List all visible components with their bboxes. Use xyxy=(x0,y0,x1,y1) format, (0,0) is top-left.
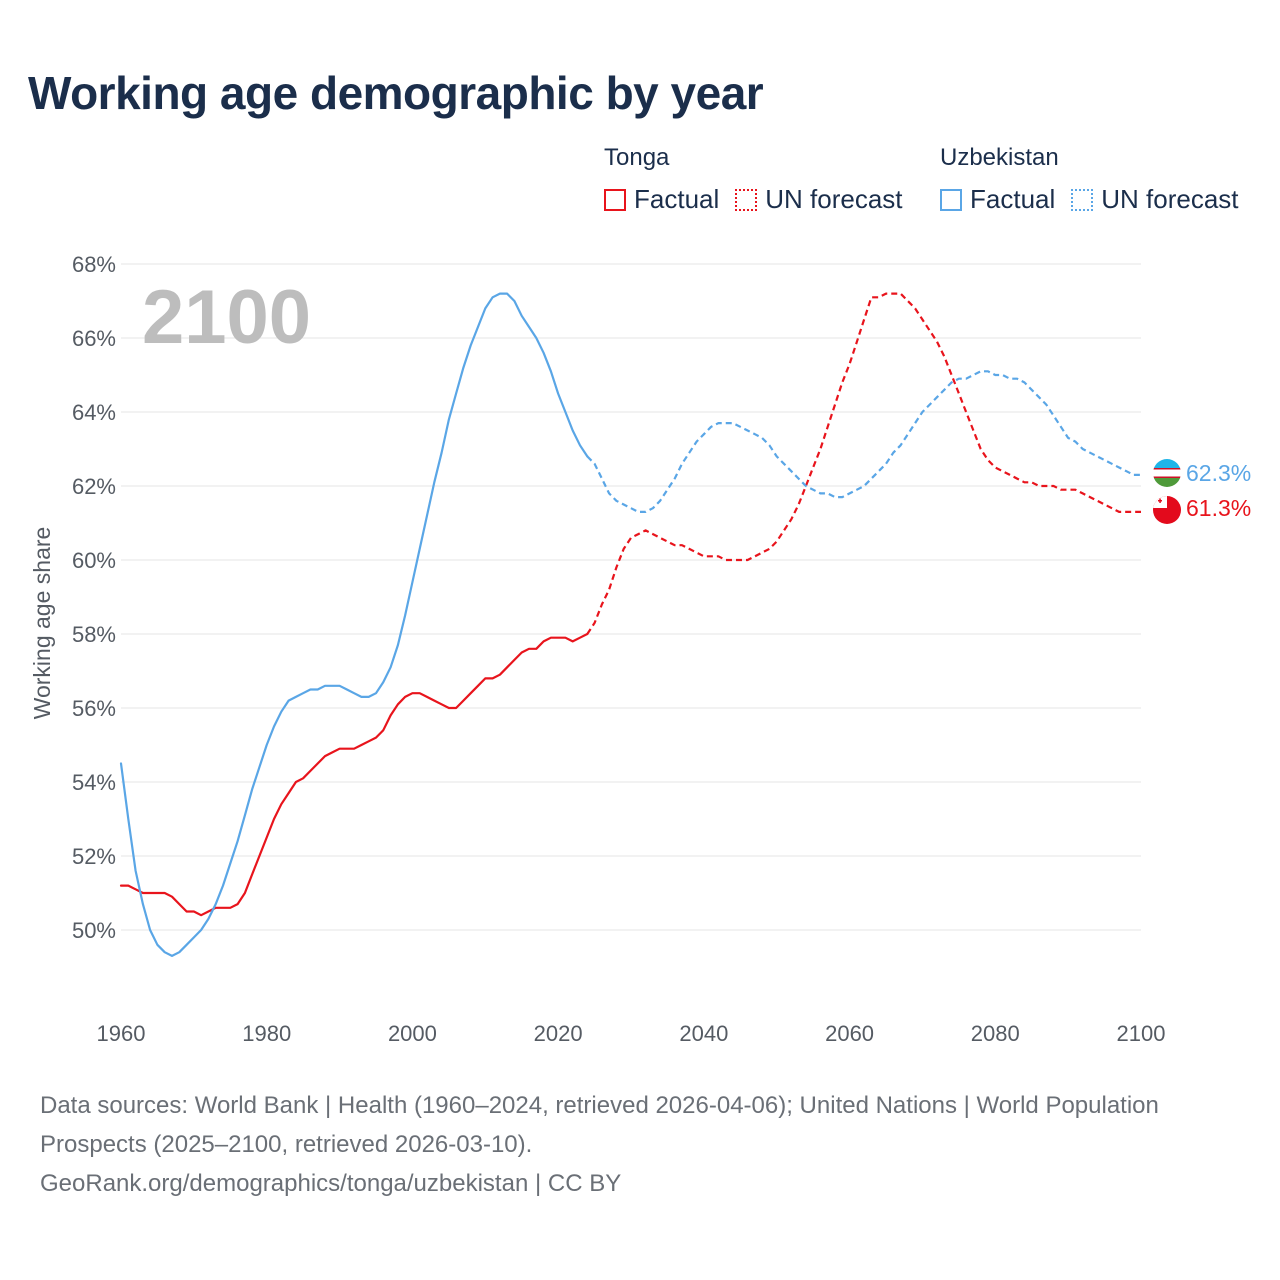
y-axis-title: Working age share xyxy=(29,527,55,720)
data-sources-note: Data sources: World Bank | Health (1960–… xyxy=(40,1092,1159,1158)
end-label-tonga: 61.3% xyxy=(1186,495,1251,521)
y-axis: 50% 52% 54% 56% 58% 60% 62% 64% 66% 68% xyxy=(72,252,116,943)
attribution-link[interactable]: GeoRank.org/demographics/tonga/uzbekista… xyxy=(40,1170,622,1197)
y-tick-label: 60% xyxy=(72,548,116,573)
y-tick-label: 66% xyxy=(72,326,116,351)
y-tick-label: 56% xyxy=(72,696,116,721)
legend-label: Factual xyxy=(634,184,720,214)
x-tick-label: 1960 xyxy=(97,1021,146,1046)
x-tick-label: 2060 xyxy=(825,1021,874,1046)
y-tick-label: 58% xyxy=(72,622,116,647)
x-tick-label: 2000 xyxy=(388,1021,437,1046)
x-tick-label: 2080 xyxy=(971,1021,1020,1046)
series-line-uzbekistan-forecast[interactable] xyxy=(586,370,1141,513)
y-tick-label: 52% xyxy=(72,844,116,869)
chart-title: Working age demographic by year xyxy=(28,67,764,119)
series-lines xyxy=(119,292,1141,958)
end-label-uzbekistan: 62.3% xyxy=(1186,460,1251,486)
legend-country-uzbekistan: Uzbekistan xyxy=(940,144,1059,171)
series-line-tonga-forecast[interactable] xyxy=(586,292,1141,635)
y-tick-label: 64% xyxy=(72,400,116,425)
legend-label: UN forecast xyxy=(1101,184,1239,214)
legend-swatch-solid xyxy=(604,188,626,211)
legend-item-uzbekistan-forecast[interactable]: UN forecast xyxy=(1071,184,1239,215)
legend-group-uzbekistan: Uzbekistan Factual UN forecast xyxy=(940,144,1255,215)
x-tick-label: 2040 xyxy=(679,1021,728,1046)
legend-swatch-dotted xyxy=(1071,188,1094,211)
y-tick-label: 54% xyxy=(72,770,116,795)
legend-country-tonga: Tonga xyxy=(604,144,670,171)
x-tick-label: 2020 xyxy=(534,1021,583,1046)
legend-swatch-dotted xyxy=(735,188,758,211)
gridlines xyxy=(121,263,1141,931)
series-line-tonga-factual[interactable] xyxy=(119,632,589,917)
chart-footer: Data sources: World Bank | Health (1960–… xyxy=(40,1086,1240,1203)
x-tick-label: 1980 xyxy=(242,1021,291,1046)
legend-label: UN forecast xyxy=(765,184,903,214)
legend-label: Factual xyxy=(970,184,1056,214)
legend-item-uzbekistan-factual[interactable]: Factual xyxy=(940,184,1055,215)
legend-item-tonga-forecast[interactable]: UN forecast xyxy=(735,184,903,215)
legend-swatch-solid xyxy=(940,188,962,211)
y-tick-label: 68% xyxy=(72,252,116,277)
x-axis: 1960 1980 2000 2020 2040 2060 2080 2100 xyxy=(97,1021,1166,1046)
series-line-uzbekistan-factual[interactable] xyxy=(119,292,589,958)
year-watermark: 2100 xyxy=(142,275,311,360)
y-tick-label: 50% xyxy=(72,918,116,943)
legend-group-tonga: Tonga Factual UN forecast xyxy=(604,144,919,215)
legend-item-tonga-factual[interactable]: Factual xyxy=(604,184,719,215)
flag-tonga-icon xyxy=(1153,496,1181,524)
line-chart: 50% 52% 54% 56% 58% 60% 62% 64% 66% 68% 1960 1980 2… xyxy=(29,252,1251,1046)
x-tick-label: 2100 xyxy=(1117,1021,1166,1046)
flag-uzbekistan-icon xyxy=(1153,459,1181,487)
y-tick-label: 62% xyxy=(72,474,116,499)
